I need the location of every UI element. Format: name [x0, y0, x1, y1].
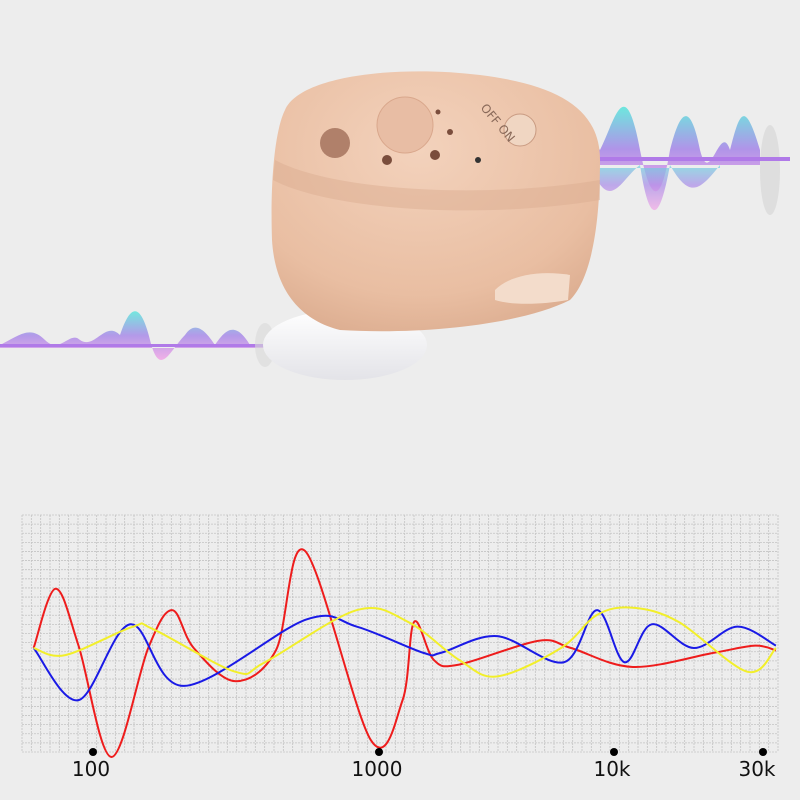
x-tick-marker [759, 748, 767, 756]
battery-hole [320, 128, 350, 158]
x-tick-marker [610, 748, 618, 756]
power-switch [503, 113, 537, 147]
x-tick-marker [89, 748, 97, 756]
chart-grid [21, 514, 779, 753]
hearing-aid: OFF ON [263, 71, 600, 380]
volume-dial [376, 96, 434, 154]
series-line-2 [32, 609, 777, 702]
x-tick-label: 30k [738, 757, 775, 781]
x-tick-label: 1000 [352, 757, 403, 781]
sound-wave-right [490, 106, 790, 215]
hearing-aid-product-photo: OFF ON [0, 71, 790, 380]
series-line-3 [33, 606, 777, 678]
x-tick-marker [375, 748, 383, 756]
series-line-1 [32, 548, 777, 759]
x-tick-label: 10k [593, 757, 630, 781]
frequency-response-chart: 100 1000 10k 30k [21, 514, 779, 781]
x-tick-label: 100 [72, 757, 110, 781]
